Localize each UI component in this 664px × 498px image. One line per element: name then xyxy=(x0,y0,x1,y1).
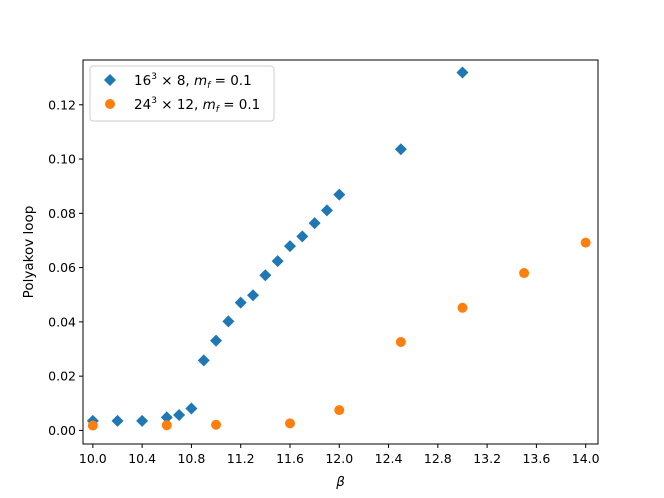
data-point-series-1 xyxy=(222,315,235,328)
data-point-series-1 xyxy=(136,414,149,427)
data-point-series-2 xyxy=(87,420,98,431)
x-axis-ticks: 10.0 10.4 10.8 11.2 11.6 12.0 12.4 12.8 13.2 13.6… xyxy=(79,444,600,466)
y-axis-ticks: 0.00 0.02 0.04 0.06 0.08 0.10 0.12 xyxy=(48,97,83,438)
y-tick-label: 0.12 xyxy=(48,97,76,112)
data-point-series-2 xyxy=(580,237,591,248)
data-point-series-1 xyxy=(308,217,321,230)
data-point-series-1 xyxy=(394,143,407,156)
data-point-series-1 xyxy=(173,408,186,421)
y-axis-label: Polyakov loop xyxy=(21,206,37,299)
data-point-series-1 xyxy=(296,230,309,243)
x-tick-label: 10.8 xyxy=(177,451,205,466)
data-point-series-1 xyxy=(234,296,247,309)
plot-frame xyxy=(82,59,599,445)
legend-frame xyxy=(89,65,275,122)
data-point-series-2 xyxy=(334,405,345,416)
y-tick-label: 0.10 xyxy=(48,152,76,167)
x-tick-label: 14.0 xyxy=(572,451,600,466)
data-point-series-1 xyxy=(160,411,173,424)
data-point-series-1 xyxy=(197,354,210,367)
data-point-series-1 xyxy=(259,269,272,282)
legend: 163 × 8, mf = 0.1 243 × 12, mf = 0.1 xyxy=(89,65,275,122)
x-tick-label: 12.0 xyxy=(325,451,353,466)
data-point-series-1 xyxy=(111,414,124,427)
x-tick-label: 13.2 xyxy=(473,451,501,466)
x-tick-label: 10.4 xyxy=(128,451,156,466)
data-point-series-1 xyxy=(320,204,333,217)
data-point-series-1 xyxy=(271,255,284,268)
x-tick-label: 12.8 xyxy=(424,451,452,466)
x-axis-label: β xyxy=(335,474,345,490)
y-tick-label: 0.04 xyxy=(48,314,76,329)
data-point-series-1 xyxy=(456,66,469,79)
y-tick-label: 0.06 xyxy=(48,260,76,275)
data-marks xyxy=(86,66,591,431)
data-point-series-2 xyxy=(161,420,172,431)
data-point-series-2 xyxy=(457,302,468,313)
data-point-series-1 xyxy=(210,334,223,347)
data-point-series-1 xyxy=(333,188,346,201)
legend-entry-series-2: 243 × 12, mf = 0.1 xyxy=(134,96,260,115)
y-tick-label: 0.08 xyxy=(48,206,76,221)
data-point-series-2 xyxy=(519,268,530,279)
data-point-series-1 xyxy=(185,402,198,415)
data-point-series-2 xyxy=(284,418,295,429)
x-tick-label: 11.2 xyxy=(227,451,255,466)
x-tick-label: 13.6 xyxy=(522,451,550,466)
legend-diamond-marker xyxy=(104,74,116,86)
y-tick-label: 0.00 xyxy=(48,423,76,438)
data-point-series-2 xyxy=(211,419,222,430)
x-tick-label: 10.0 xyxy=(79,451,107,466)
x-tick-label: 12.4 xyxy=(375,451,403,466)
legend-circle-marker xyxy=(105,99,115,109)
data-point-series-1 xyxy=(247,289,260,302)
data-point-series-1 xyxy=(283,240,296,253)
y-tick-label: 0.02 xyxy=(48,369,76,384)
data-point-series-2 xyxy=(395,336,406,347)
x-tick-label: 11.6 xyxy=(276,451,304,466)
legend-entry-series-1: 163 × 8, mf = 0.1 xyxy=(134,72,252,91)
plot-background xyxy=(83,60,598,444)
